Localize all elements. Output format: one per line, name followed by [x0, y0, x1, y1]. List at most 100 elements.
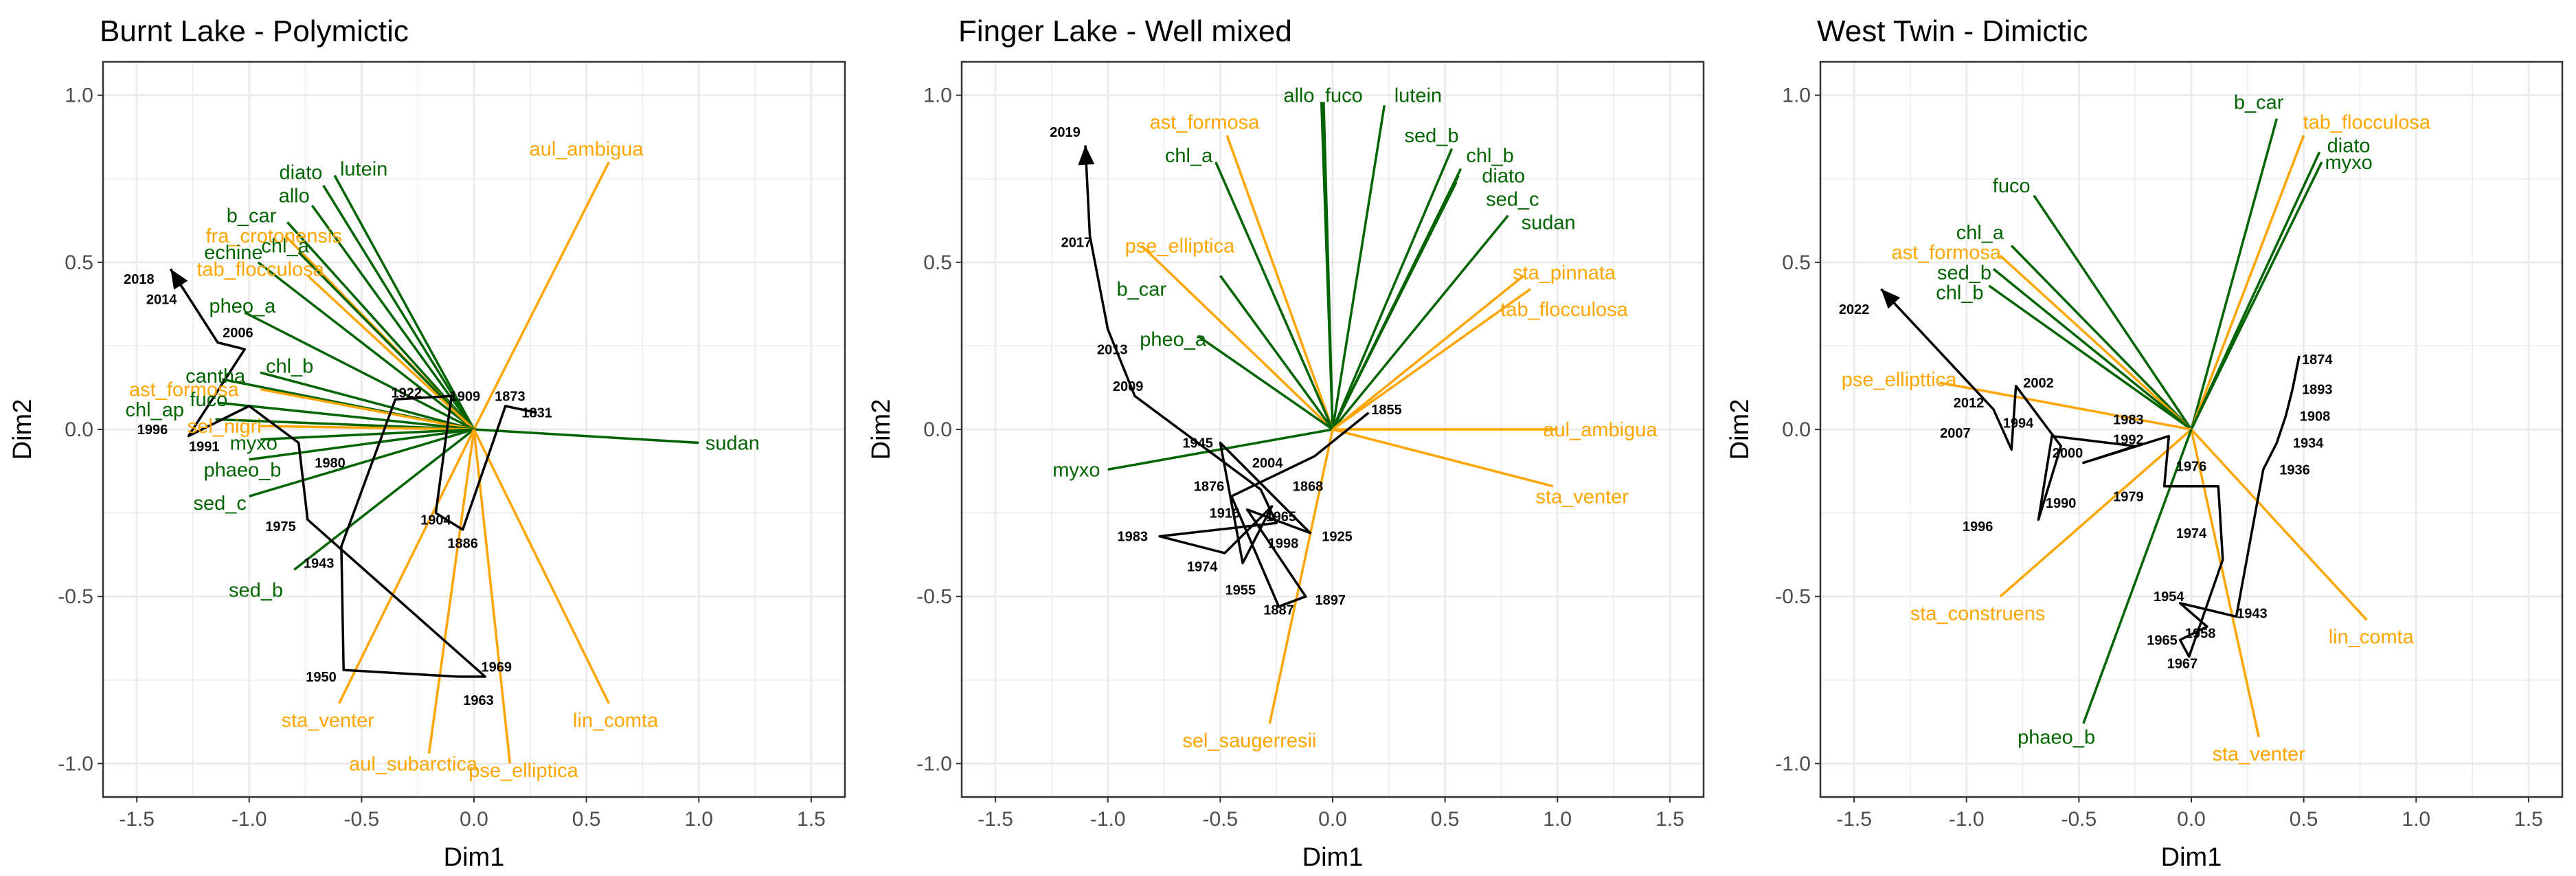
loading-vector: [1107, 428, 1333, 471]
year-label: 1983: [2113, 412, 2144, 427]
variable-label: echine: [204, 242, 262, 264]
x-tick-label: 1.5: [2514, 808, 2543, 831]
y-tick-label: -1.0: [916, 752, 952, 775]
loading-vector: [297, 251, 475, 431]
year-label: 2012: [1954, 396, 1985, 411]
variable-label: sudan: [1522, 212, 1576, 234]
variable-label: chl_ap: [126, 399, 184, 421]
x-tick-label: -1.0: [1090, 808, 1126, 831]
variable-label: lin_comta: [2329, 627, 2415, 649]
variable-label: sed_c: [193, 493, 246, 515]
panel-title: West Twin - Dimictic: [1817, 14, 2088, 48]
variable-label: sta_construens: [1910, 603, 2046, 625]
year-label: 1994: [2003, 416, 2034, 431]
variable-label: allo: [1283, 85, 1314, 107]
year-label: 1916: [1210, 506, 1241, 521]
year-label: 1975: [265, 519, 296, 535]
trajectory-arrowhead: [1078, 145, 1095, 166]
year-label: 1990: [2046, 496, 2077, 511]
x-tick-label: -1.5: [1836, 808, 1872, 831]
loading-vector: [2190, 429, 2260, 737]
loading-vector: [260, 425, 475, 431]
x-tick-label: 0.5: [1431, 808, 1460, 831]
year-label: 1983: [1117, 530, 1148, 545]
loading-vector: [260, 388, 475, 431]
variable-label: aul_ambigua: [530, 138, 644, 160]
variable-label: chl_a: [1165, 145, 1213, 167]
year-label: 1950: [306, 670, 337, 685]
y-tick-label: -0.5: [916, 585, 952, 608]
y-tick-label: 1.0: [923, 85, 952, 107]
year-label: 1909: [450, 389, 481, 404]
loading-vector: [306, 274, 475, 431]
variable-label: ast_formosa: [129, 379, 239, 401]
loading-vector: [2010, 245, 2193, 431]
trajectory-path: [169, 268, 537, 678]
year-label: 1945: [1182, 436, 1213, 451]
loading-vector: [1219, 275, 1334, 431]
variable-label: lutein: [1394, 85, 1442, 107]
year-label: 1893: [2302, 383, 2333, 398]
year-label: 1904: [420, 513, 451, 528]
loading-vector: [1331, 148, 1454, 430]
variable-label: b_car: [1117, 279, 1167, 301]
variable-label: fra_crotonensis: [206, 225, 342, 247]
variable-label: chl_a: [1956, 222, 2004, 244]
variable-label: lutein: [340, 159, 387, 181]
year-label: 2018: [124, 272, 155, 287]
loading-vector: [244, 311, 475, 431]
variable-label: fuco: [1993, 175, 2031, 197]
variable-label: allo: [279, 186, 310, 207]
year-label: 1934: [2293, 436, 2324, 451]
year-label: 1886: [447, 536, 478, 551]
loading-vector: [249, 428, 475, 497]
year-label: 1922: [392, 386, 422, 401]
y-tick-label: -1.0: [58, 752, 93, 775]
year-label: 1954: [2154, 589, 2184, 605]
year-label: 1831: [521, 406, 552, 421]
year-label: 1967: [2167, 656, 2198, 671]
variable-label: ast_formosa: [1150, 112, 1260, 134]
year-label: 1908: [2300, 409, 2331, 425]
variable-label: sel_saugerresii: [1182, 730, 1316, 752]
loading-vector: [1140, 245, 1334, 431]
panel-title: Burnt Lake - Polymictic: [100, 14, 409, 48]
variable-label: diato: [1482, 165, 1525, 187]
year-label: 2000: [2053, 446, 2083, 461]
variable-label: aul_subarctica: [349, 753, 478, 775]
year-label: 1874: [2302, 352, 2333, 368]
year-label: 1955: [1225, 583, 1256, 598]
loading-vector: [1331, 274, 1525, 431]
variable-label: tab_flocculosa: [2303, 112, 2431, 134]
loading-vector: [2033, 194, 2193, 430]
variable-label: tab_flocculosa: [1500, 299, 1628, 321]
x-axis-title: Dim1: [2161, 843, 2222, 872]
year-label: 2014: [146, 292, 177, 307]
loading-vector: [2190, 161, 2323, 430]
variable-label: myxo: [2325, 152, 2372, 174]
variable-label: fuco: [1325, 85, 1363, 107]
variable-label: aul_ambigua: [1543, 419, 1658, 441]
x-tick-label: 1.0: [684, 808, 713, 831]
year-label: 2002: [2023, 376, 2054, 391]
x-tick-label: 0.0: [460, 808, 488, 831]
y-tick-label: -1.0: [1775, 752, 1811, 775]
y-tick-label: 0.0: [65, 418, 93, 441]
loading-vector: [310, 205, 475, 431]
variable-label: sta_pinnata: [1513, 262, 1616, 284]
x-tick-label: -1.5: [119, 808, 155, 831]
year-label: 1998: [1268, 536, 1299, 551]
variable-label: chl_b: [1466, 145, 1513, 167]
year-label: 1992: [2113, 433, 2144, 448]
year-label: 1897: [1315, 593, 1346, 608]
panel-border: [960, 60, 1705, 798]
y-tick-label: 0.5: [65, 251, 93, 274]
y-tick-label: 0.0: [923, 418, 952, 441]
loading-vector: [333, 175, 475, 430]
variable-label: chl_b: [266, 356, 313, 378]
year-label: 1991: [189, 439, 220, 454]
loading-vector: [1332, 428, 1554, 488]
loading-vector: [1999, 428, 2193, 598]
y-axis-title: Dim2: [1726, 399, 1754, 460]
year-label: 1855: [1371, 403, 1402, 418]
